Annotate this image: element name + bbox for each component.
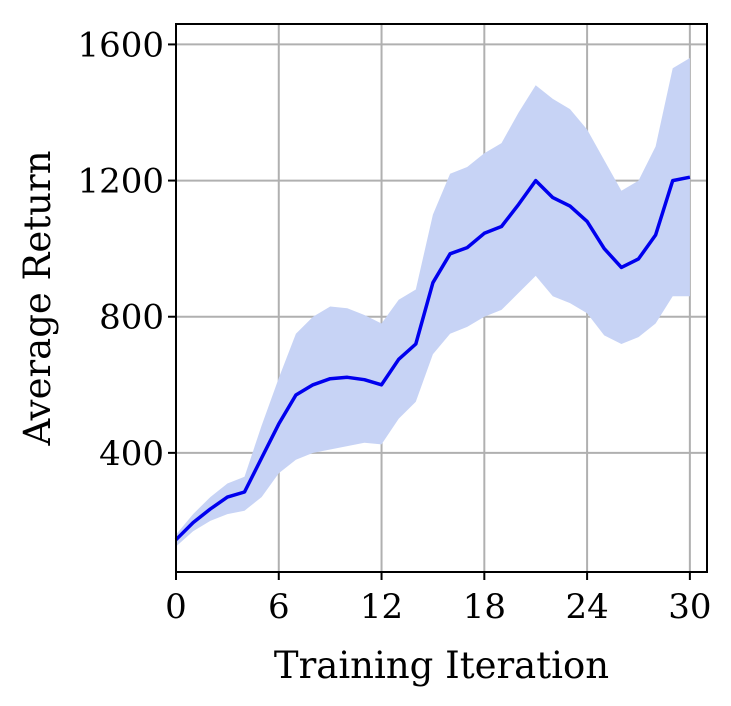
- series-line: [174, 175, 691, 541]
- axis-ticks: 0 6 12 18 24 30 400 800 1200 1600: [77, 25, 711, 627]
- x-tick-label: 30: [668, 587, 711, 627]
- x-axis-label: Training Iteration: [274, 644, 609, 687]
- x-tick-label: 12: [360, 587, 403, 627]
- y-tick-label: 400: [99, 434, 164, 474]
- x-tick-label: 18: [463, 587, 506, 627]
- x-tick-label: 24: [565, 587, 608, 627]
- confidence-band: [176, 58, 690, 547]
- y-tick-label: 800: [99, 298, 164, 338]
- y-tick-label: 1600: [77, 25, 164, 65]
- y-tick-label: 1200: [77, 162, 164, 202]
- x-tick-label: 6: [268, 587, 290, 627]
- plot-frame: [175, 23, 708, 573]
- y-axis-label: Average Return: [16, 150, 59, 446]
- x-tick-label: 0: [165, 587, 187, 627]
